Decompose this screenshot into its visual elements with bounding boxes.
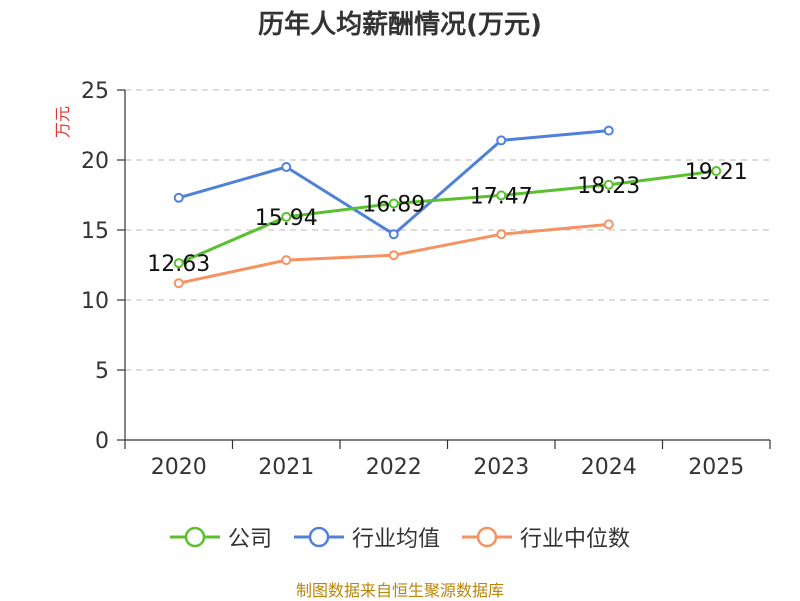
data-point-industry_median [388,250,399,261]
data-label-company: 15.94 [255,206,318,231]
data-label-company: 17.47 [470,184,533,209]
legend-swatch-industry-median [462,526,512,548]
chart-title: 历年人均薪酬情况(万元) [258,10,542,40]
legend-swatch-company [169,526,220,548]
data-point-company [603,179,614,190]
y-tick-label: 15 [81,219,109,244]
data-point-industry_avg [388,229,399,240]
legend-item-industry-avg[interactable]: 行业均值 [293,521,440,553]
data-point-company [711,166,722,177]
legend: 公司 行业均值 行业中位数 [0,517,800,557]
series-line-company [178,169,717,265]
series-line-industry_avg [178,129,609,236]
x-tick-label: 2024 [581,455,637,480]
data-point-company [173,258,184,269]
data-point-industry_median [603,219,614,230]
data-label-company: 12.63 [147,252,210,277]
x-tick-label: 2022 [366,455,422,480]
y-axis-title: 万元 [53,106,72,138]
x-tick-label: 2025 [688,455,744,480]
legend-label-company: 公司 [227,527,272,552]
data-point-industry_median [496,229,507,240]
legend-item-industry-median[interactable]: 行业中位数 [462,521,630,553]
data-point-industry_median [281,255,292,266]
legend-item-company[interactable]: 公司 [169,521,272,553]
data-point-industry_avg [281,162,292,172]
x-tick-label: 2021 [258,455,314,480]
y-tick-label: 0 [95,429,109,454]
data-label-company: 19.21 [685,160,748,185]
legend-label-industry-median: 行业中位数 [520,527,631,552]
data-point-industry_median [173,278,184,289]
data-point-industry_avg [603,125,614,136]
y-tick-label: 10 [81,289,109,314]
y-tick-label: 20 [81,149,109,174]
x-tick-label: 2020 [151,455,207,480]
legend-label-industry-avg: 行业均值 [351,527,440,552]
data-point-company [281,211,292,222]
data-point-company [388,198,399,209]
x-tick-label: 2023 [473,455,529,480]
data-source-note: 制图数据来自恒生聚源数据库 [295,581,504,600]
y-tick-label: 5 [95,359,109,384]
data-label-company: 18.23 [577,174,640,199]
legend-swatch-industry-avg [293,526,344,548]
data-label-company: 16.89 [362,193,425,218]
y-tick-label: 25 [81,79,109,104]
data-point-company [496,190,507,201]
data-point-industry_avg [173,192,184,203]
data-point-industry_avg [496,135,507,146]
